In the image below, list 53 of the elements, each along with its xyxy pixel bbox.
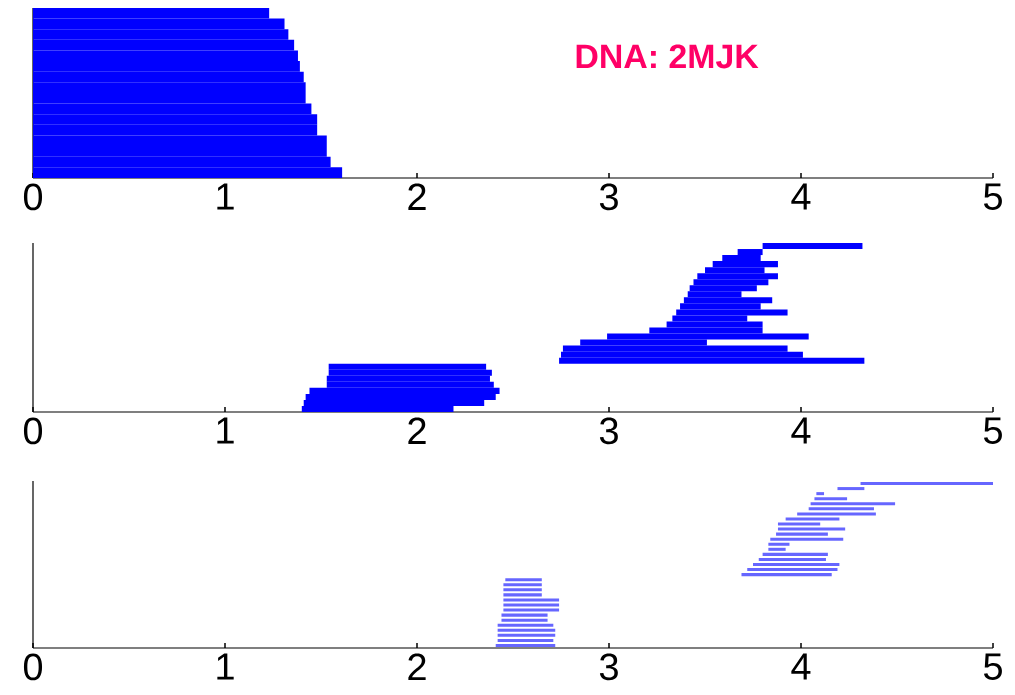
bar <box>753 562 840 567</box>
bar <box>503 588 542 592</box>
x-tick-label: 5 <box>983 183 1002 210</box>
x-tick-label: 4 <box>791 183 811 210</box>
x-tick-label: 1 <box>217 183 234 210</box>
bar <box>747 568 838 572</box>
bar <box>797 512 876 516</box>
x-tick-label: 4 <box>791 653 811 680</box>
x-tick-label: 5 <box>983 653 1002 680</box>
bar <box>776 532 828 536</box>
x-tick-label: 5 <box>983 417 1002 444</box>
bar <box>503 608 560 612</box>
bar <box>777 527 846 531</box>
x-tick-label: 3 <box>599 653 618 681</box>
x-tick-label: 0 <box>23 417 43 445</box>
bar <box>768 542 790 546</box>
bar <box>785 517 840 521</box>
bar <box>762 552 828 556</box>
bar <box>503 593 542 597</box>
bar <box>505 578 542 582</box>
bar <box>497 628 556 632</box>
bar <box>497 623 554 627</box>
x-tick-label: 1 <box>217 653 234 680</box>
bar <box>777 522 821 526</box>
bar <box>741 573 832 577</box>
x-tick-label: 3 <box>599 417 618 445</box>
bar <box>501 613 548 617</box>
bar <box>503 603 560 607</box>
x-tick-label: 4 <box>791 417 811 444</box>
bar <box>503 598 560 602</box>
x-tick-label: 2 <box>408 653 426 680</box>
x-tick-label: 2 <box>408 183 426 210</box>
bar <box>758 557 826 561</box>
bar <box>837 487 865 491</box>
x-tick-label: 0 <box>23 183 43 211</box>
bar <box>770 537 844 541</box>
bar <box>816 492 825 496</box>
bar <box>808 507 874 511</box>
bar <box>497 633 556 637</box>
text: DNA: 2MJK <box>576 44 759 69</box>
bar <box>501 618 548 622</box>
bar <box>860 482 993 486</box>
x-tick-label: 0 <box>23 653 43 681</box>
bar <box>503 583 542 587</box>
bar <box>814 497 848 501</box>
bar <box>497 638 554 642</box>
bar <box>810 502 896 506</box>
bar <box>495 643 556 647</box>
bar <box>762 243 863 250</box>
x-tick-label: 2 <box>408 417 426 444</box>
x-tick-label: 3 <box>599 183 618 211</box>
bar <box>768 547 786 551</box>
x-tick-label: 1 <box>217 417 234 444</box>
